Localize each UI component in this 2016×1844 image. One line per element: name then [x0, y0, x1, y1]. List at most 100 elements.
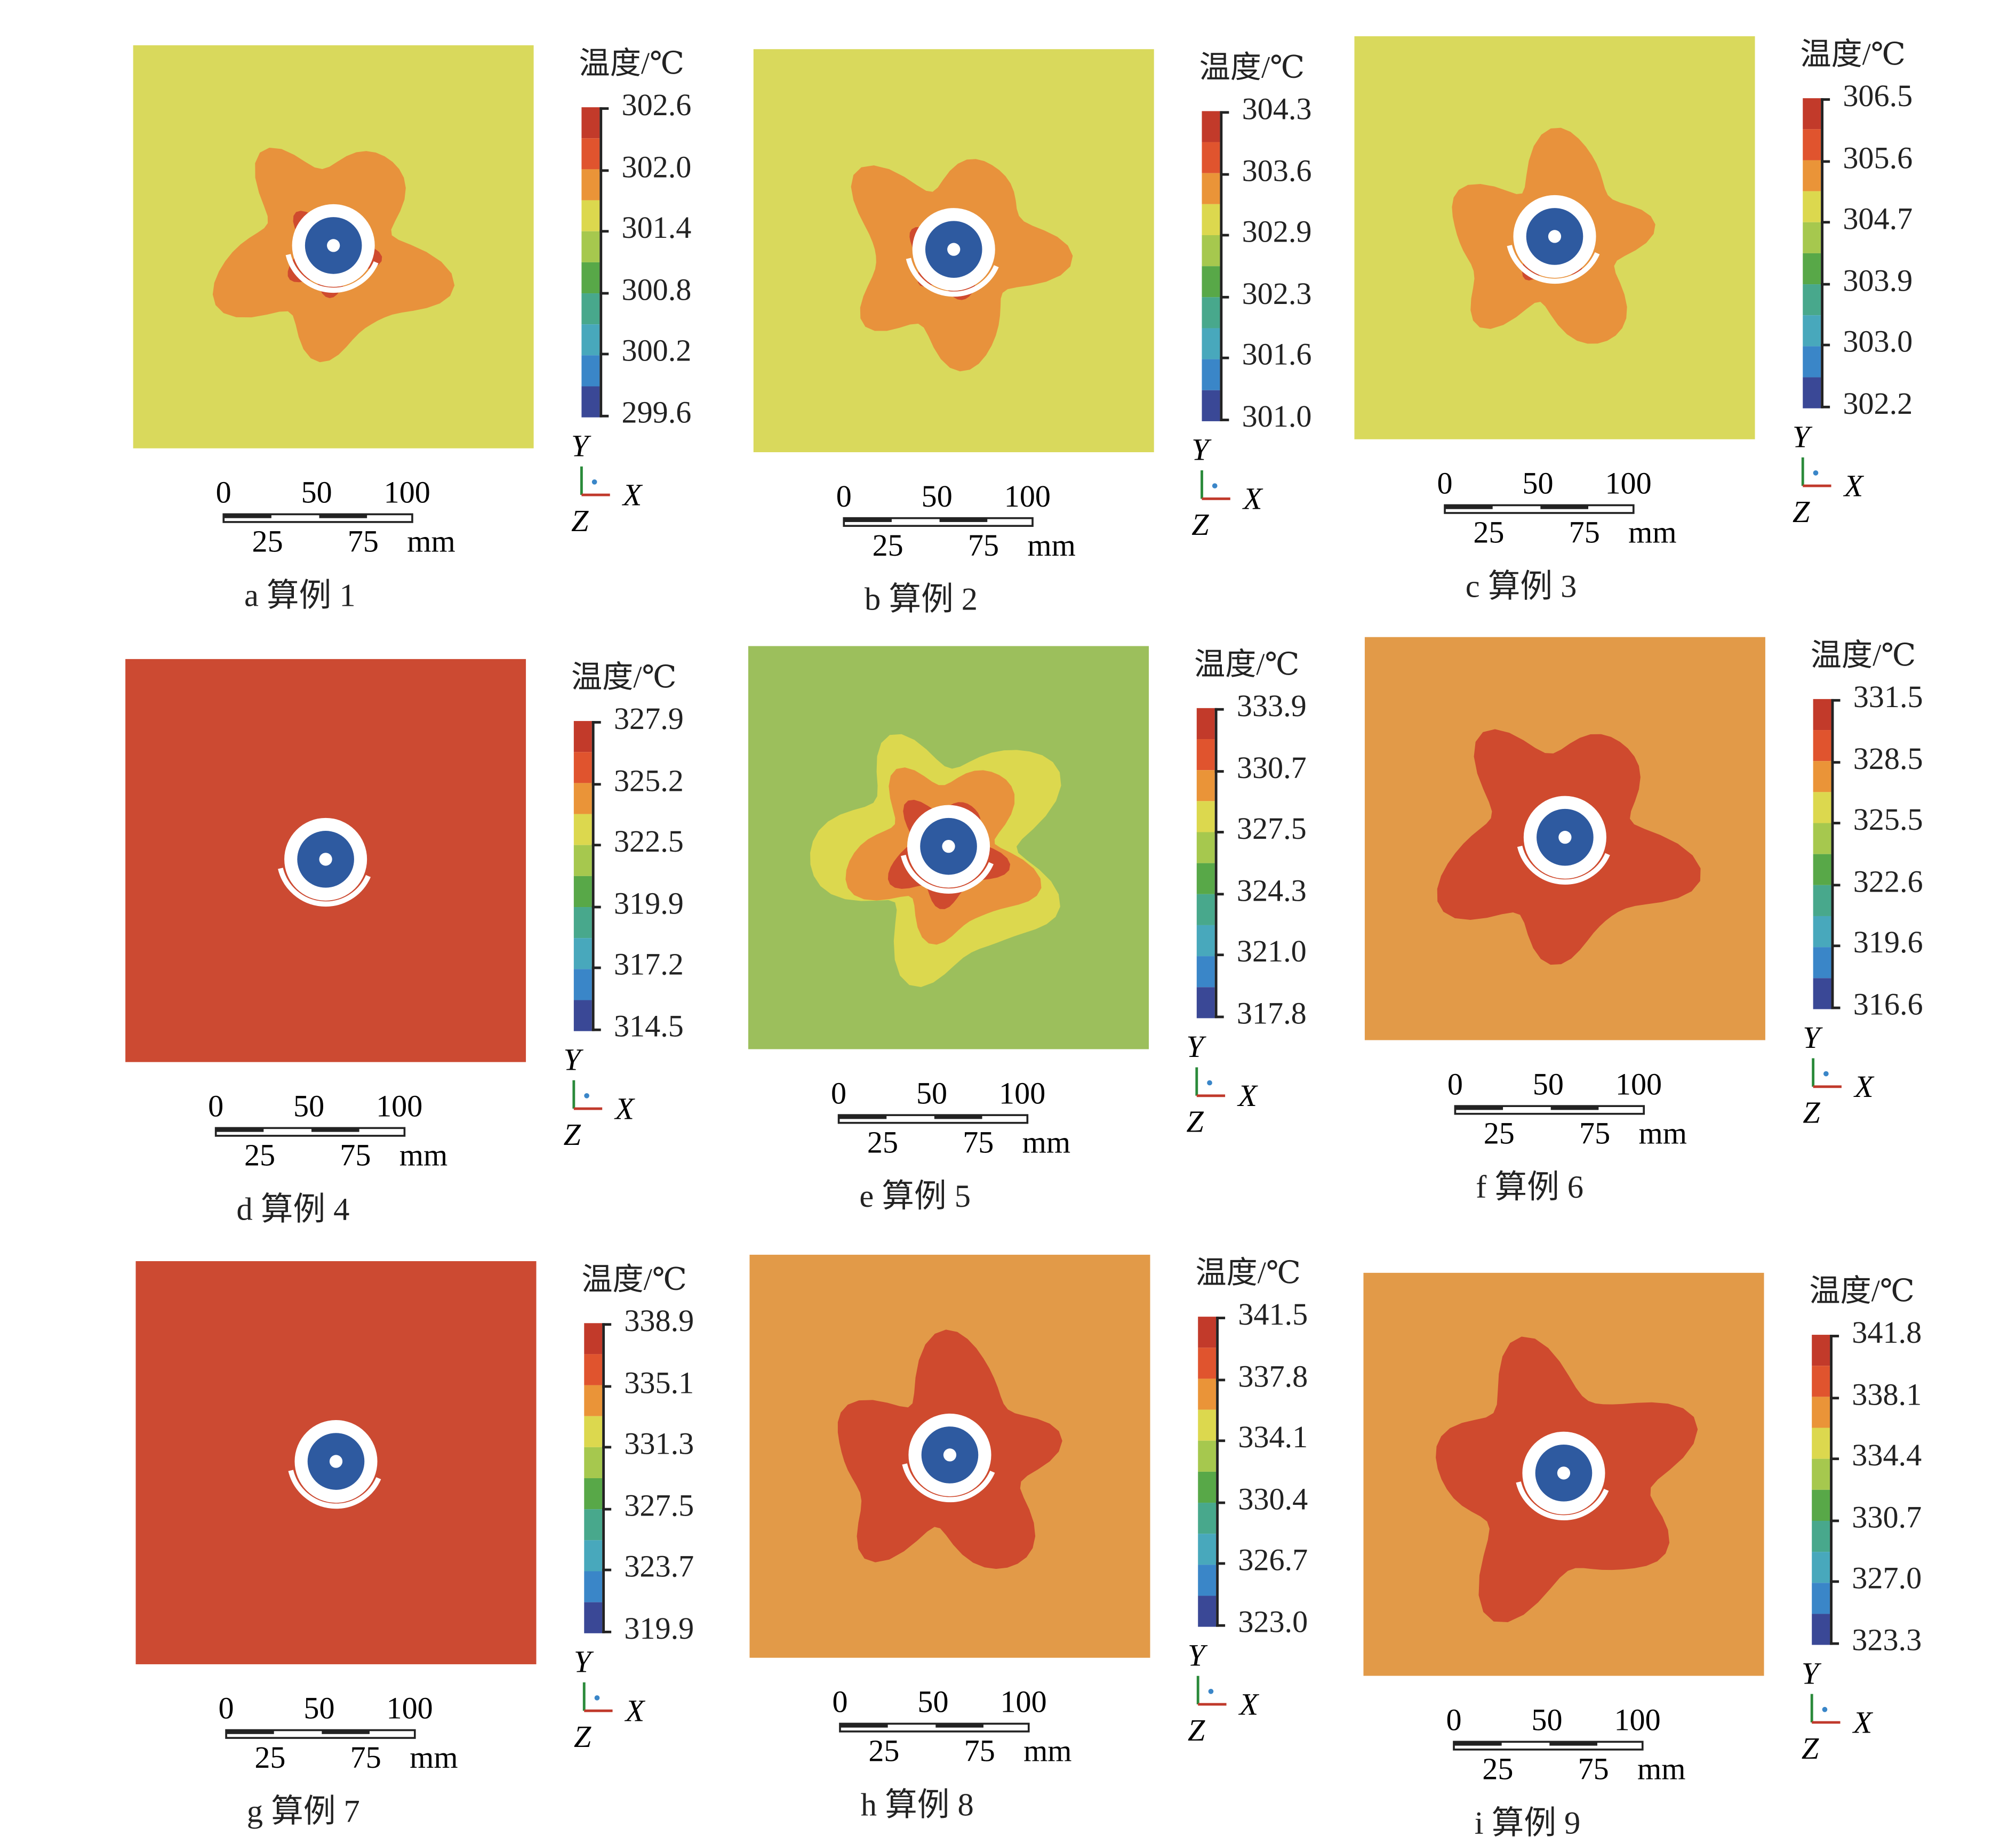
colorbar-tick-label: 301.6 [1242, 339, 1312, 373]
scale-bar-label: 0 [836, 479, 852, 514]
colorbar-segment [584, 1571, 603, 1602]
axis-label-z: Z [563, 1117, 581, 1148]
colorbar-segment [1803, 377, 1821, 408]
panel-g: 温度/℃ 338.9 335.1 331.3 327.5 323.7 319.9 Y X Z 0 50… [135, 1261, 730, 1830]
scale-bar-label: mm [399, 1138, 447, 1173]
scale-bar-fill [844, 518, 892, 522]
legend-title: 温度/℃ [1809, 1275, 1915, 1309]
axis-label-z: Z [1191, 507, 1209, 538]
colorbar-segment [1812, 1520, 1830, 1552]
panel-caption: a 算例 1 [244, 570, 356, 616]
colorbar-axis [599, 107, 603, 418]
colorbar-tick [1216, 1317, 1226, 1319]
colorbar-segment [1198, 1471, 1217, 1503]
temperature-field [749, 1254, 1150, 1658]
axis-label-y: Y [1802, 1658, 1822, 1690]
scale-bar-label: 25 [254, 1740, 285, 1775]
colorbar-segment [573, 1000, 592, 1031]
colorbar-tick-label: 338.1 [1852, 1378, 1922, 1412]
scale-bar-label: 50 [1533, 1067, 1564, 1101]
scale-bar-graphic: 0 50 100 25 75 mm [832, 1685, 1071, 1768]
colorbar-segment [573, 845, 592, 876]
panel-caption: f 算例 6 [1476, 1161, 1583, 1208]
scale-bar-label: 50 [916, 1076, 947, 1110]
axis-label-x: X [1237, 1078, 1258, 1113]
colorbar-tick-label: 302.9 [1242, 216, 1312, 250]
colorbar [1202, 111, 1220, 421]
colorbar-segment [1812, 1397, 1830, 1428]
axis-label-x: X [1242, 482, 1263, 516]
panel-e: 温度/℃ 333.9 330.7 327.5 324.3 321.0 317.8 Y X Z 0 50… [748, 646, 1343, 1215]
colorbar [1198, 1317, 1217, 1627]
scale-bar-label: 25 [252, 524, 283, 559]
colorbar-segment [1813, 699, 1831, 731]
colorbar-segment [1812, 1335, 1830, 1366]
panel-case-name: 算例 7 [271, 1794, 360, 1830]
scale-bar: 0 50 100 25 75 mm [1444, 1699, 1702, 1790]
scale-bar-label: 50 [917, 1685, 948, 1719]
legend-title: 温度/℃ [579, 47, 685, 82]
scale-bar-label: 25 [1484, 1116, 1515, 1150]
colorbar-tick-label: 300.2 [621, 335, 692, 369]
colorbar-tick-label: 319.9 [613, 887, 684, 921]
axis-triad-icon: YX Z [574, 1644, 646, 1754]
panel-case-name: 算例 4 [260, 1192, 350, 1228]
pipe-center [1548, 230, 1562, 243]
colorbar-segment [1202, 359, 1220, 390]
colorbar-tick [1220, 419, 1229, 421]
colorbar-tick-label: 328.5 [1853, 742, 1923, 776]
pipe-arc [901, 854, 994, 894]
colorbar-tick-label: 319.6 [1853, 927, 1923, 961]
legend-title: 温度/℃ [1194, 648, 1300, 683]
panel-caption: h 算例 8 [861, 1779, 974, 1826]
colorbar-tick-label: 324.3 [1236, 875, 1307, 909]
colorbar-tick [1831, 945, 1841, 948]
scale-bar-label: mm [1027, 528, 1075, 563]
colorbar-tick [1214, 769, 1224, 773]
colorbar-segment [1198, 1503, 1217, 1534]
colorbar-tick [602, 1508, 612, 1511]
legend-title: 温度/℃ [571, 661, 677, 695]
colorbar-tick-label: 331.5 [1853, 681, 1923, 715]
panel-caption: d 算例 4 [236, 1184, 349, 1230]
panel-label: f [1476, 1170, 1487, 1206]
colorbar-segment [1196, 770, 1215, 801]
colorbar-segment [1813, 947, 1831, 979]
pipe-arc [902, 1463, 995, 1503]
temperature-field [753, 49, 1154, 453]
colorbar-tick [599, 292, 609, 294]
colorbar-segment [1196, 987, 1215, 1019]
scale-bar-label: 75 [1569, 515, 1600, 550]
colorbar-tick-label: 305.6 [1843, 141, 1913, 175]
pipe-center [1558, 831, 1572, 844]
colorbar-segment [573, 783, 592, 814]
scale-bar-graphic: 0 50 100 25 75 mm [1447, 1067, 1687, 1150]
colorbar-segment [581, 262, 600, 294]
colorbar-segment [584, 1447, 603, 1479]
scale-bar-fill [939, 518, 988, 522]
panel-label: b [865, 582, 881, 618]
colorbar-tick [1821, 221, 1830, 224]
colorbar-segment [573, 876, 592, 908]
colorbar-tick-label: 341.5 [1238, 1298, 1308, 1333]
panel-i: 温度/℃ 341.8 338.1 334.4 330.7 327.0 323.3 Y X Z 0 50… [1363, 1272, 1958, 1844]
scale-bar-label: 100 [1000, 1685, 1046, 1719]
colorbar-segment [1803, 222, 1821, 253]
colorbar-tick [1214, 831, 1224, 834]
axis-label-z: Z [1793, 494, 1810, 525]
colorbar-tick [1214, 892, 1224, 895]
scale-bar-label: 100 [1614, 1703, 1660, 1737]
colorbar-tick [1216, 1439, 1226, 1442]
scale-bar-fill [311, 1128, 359, 1132]
scale-bar-label: 25 [868, 1734, 899, 1768]
colorbar-tick-label: 300.8 [621, 274, 692, 308]
colorbar-segment [1813, 885, 1831, 916]
colorbar-tick [1214, 1015, 1224, 1019]
panel-case-name: 算例 9 [1491, 1806, 1581, 1841]
colorbar-segment [1202, 173, 1220, 204]
colorbar-tick-label: 304.3 [1242, 93, 1312, 127]
colorbar-axis [591, 721, 595, 1031]
colorbar-segment [1202, 328, 1220, 359]
panel-caption: i 算例 9 [1475, 1798, 1581, 1844]
